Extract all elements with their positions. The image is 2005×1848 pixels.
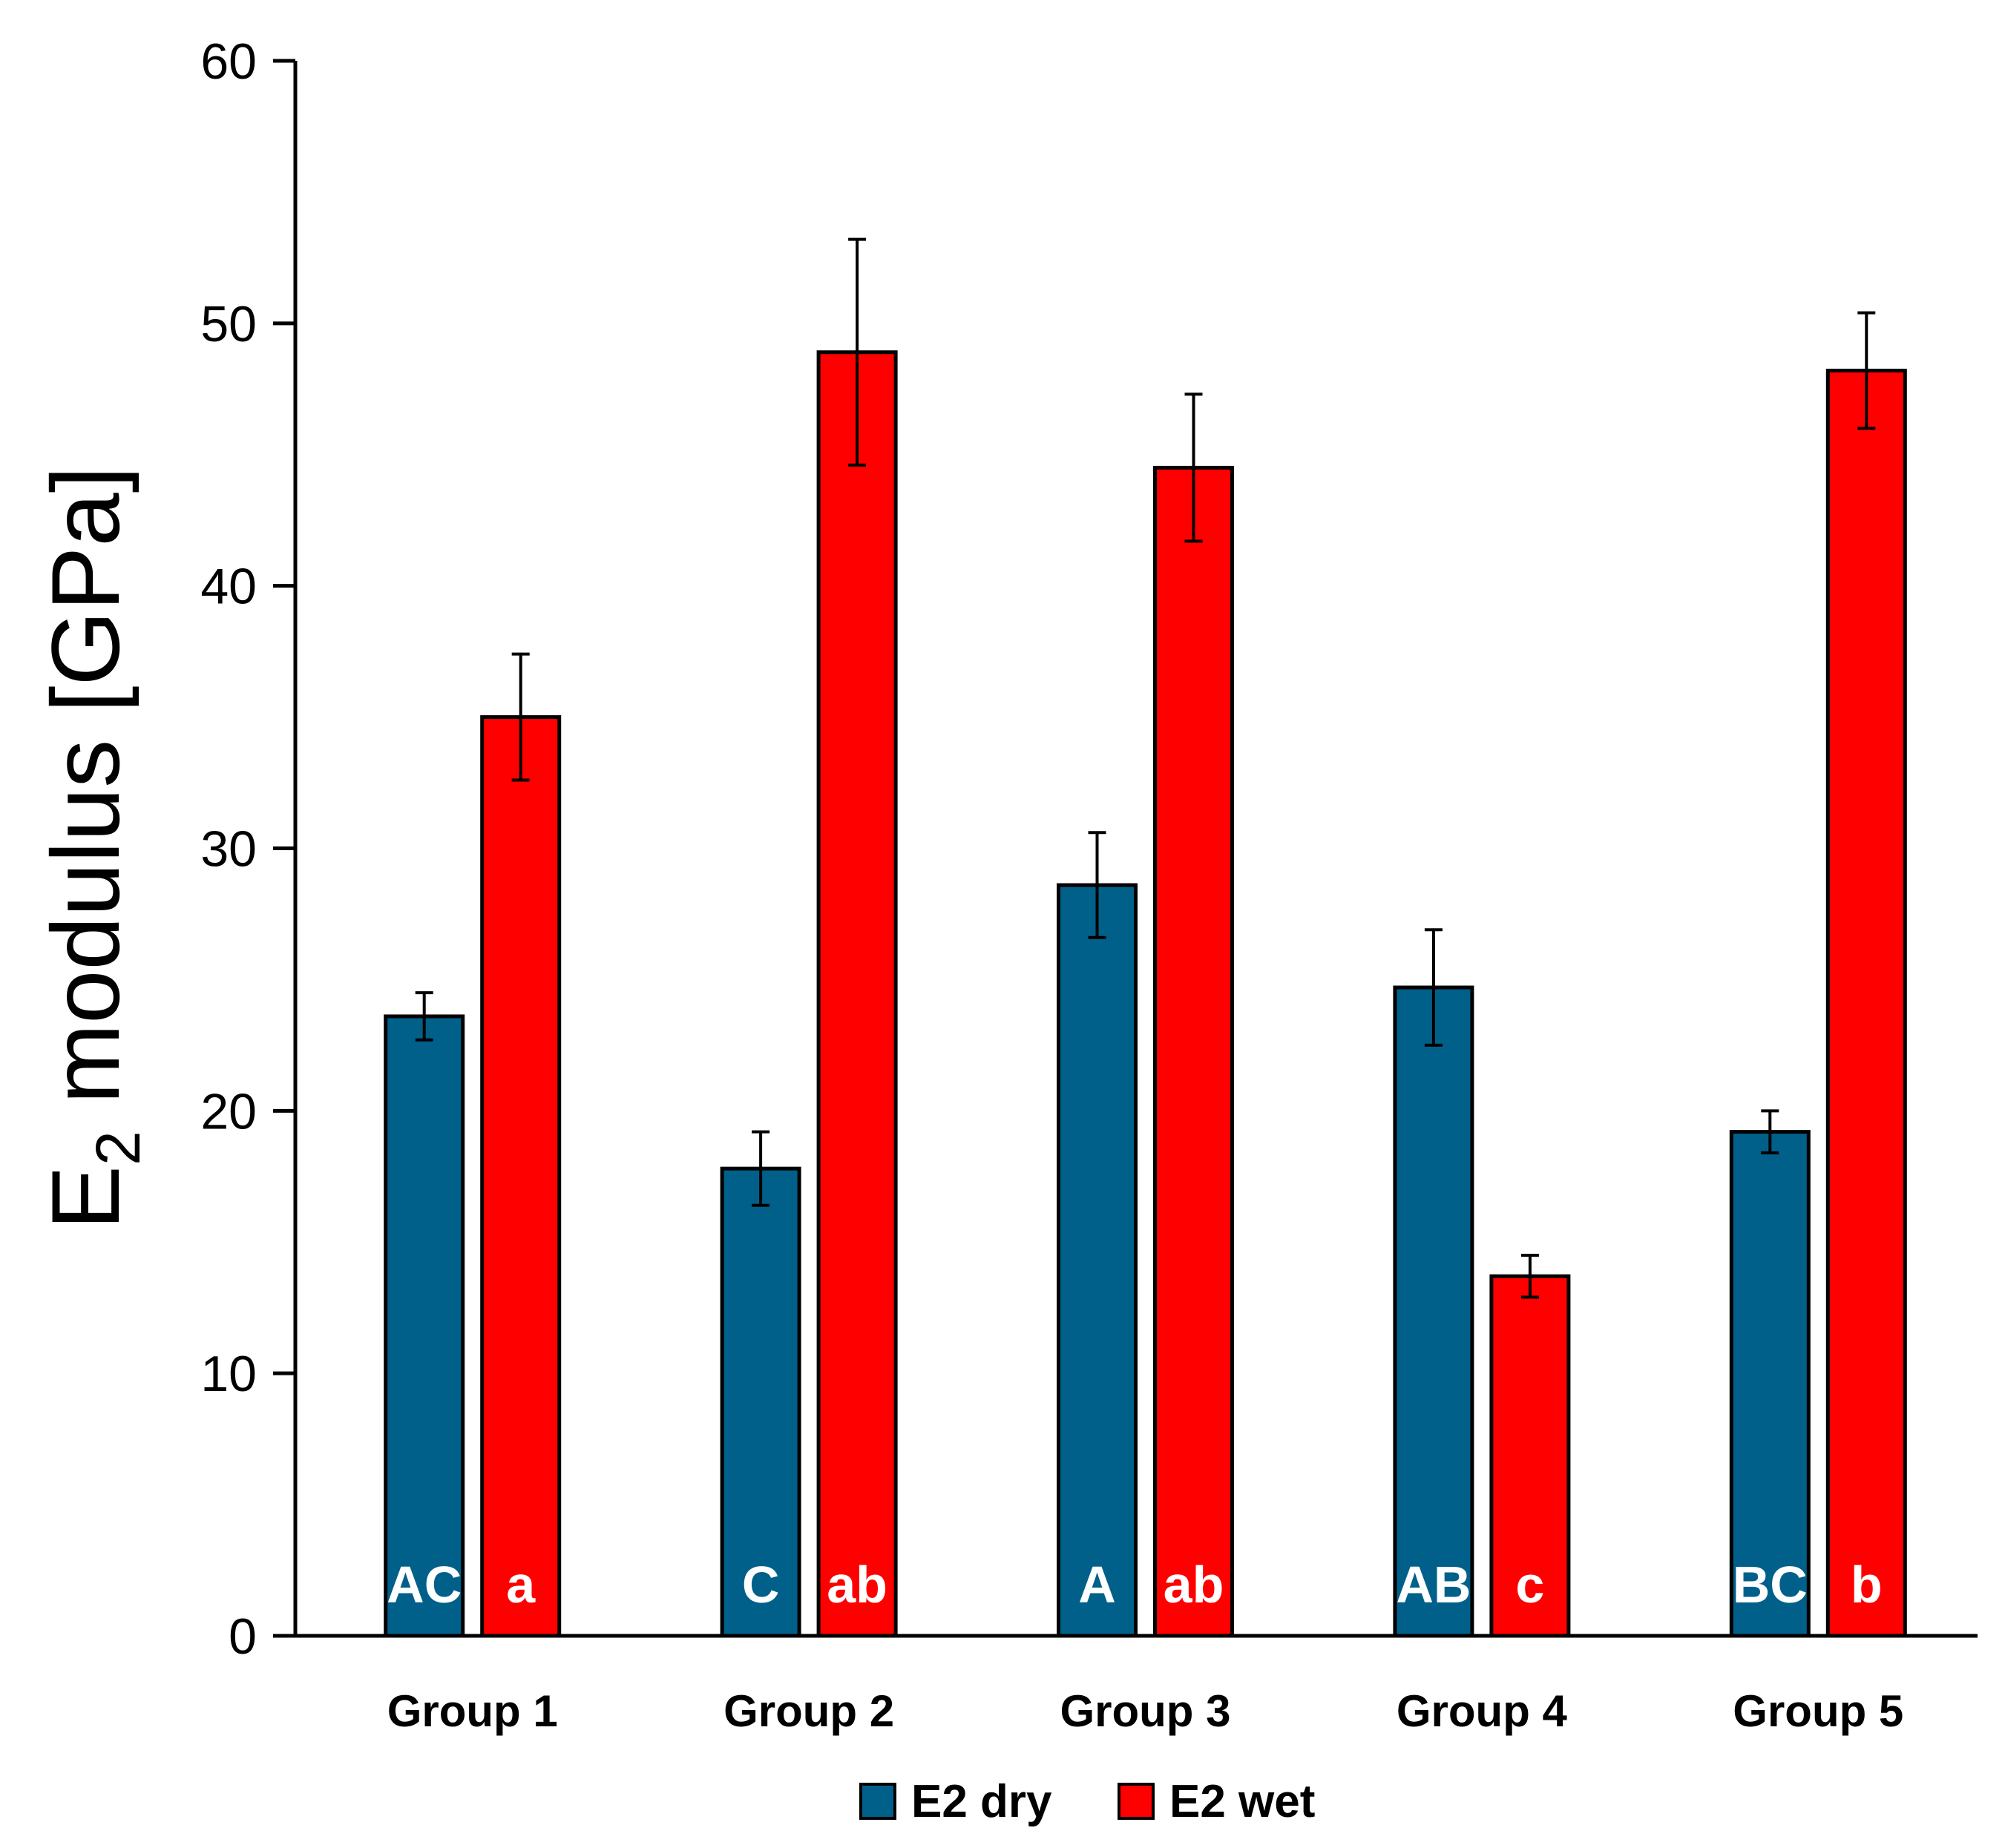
bar-group-wet: a: [480, 652, 562, 1638]
bar-group-dry: A: [1057, 831, 1138, 1638]
y-tick-label: 10: [200, 1346, 257, 1402]
significance-letter: ab: [827, 1556, 887, 1614]
bar-group-dry: BC: [1729, 1109, 1811, 1638]
bar: [480, 715, 562, 1638]
bar: [816, 350, 898, 1638]
significance-letter: AB: [1396, 1556, 1471, 1614]
bar: [1825, 369, 1907, 1638]
bar: [1057, 883, 1138, 1638]
significance-letter: C: [742, 1556, 780, 1614]
y-tick-label: 20: [200, 1083, 257, 1140]
y-axis-title: E2 modulus [GPa]: [31, 466, 153, 1229]
legend-swatch: [859, 1783, 896, 1820]
bar: [1489, 1274, 1571, 1638]
y-tick-label: 0: [229, 1608, 257, 1665]
category-label: Group 3: [1060, 1686, 1230, 1736]
legend-item-wet: E2 wet: [1118, 1776, 1315, 1827]
bar-group-wet: ab: [816, 237, 898, 1638]
legend-label: E2 wet: [1169, 1776, 1315, 1827]
legend-item-dry: E2 dry: [859, 1776, 1052, 1827]
significance-letter: BC: [1733, 1556, 1808, 1614]
category-label: Group 2: [723, 1686, 894, 1736]
significance-letter: ab: [1164, 1556, 1224, 1614]
y-axis-title-subscript: 2: [83, 1131, 153, 1165]
y-axis-title-rest: modulus [GPa]: [31, 466, 140, 1131]
legend-swatch: [1118, 1783, 1155, 1820]
bar: [1729, 1130, 1811, 1638]
bar: [720, 1166, 801, 1638]
legend: E2 dry E2 wet: [859, 1776, 1315, 1827]
bar: [384, 1014, 465, 1638]
bar-group-dry: C: [720, 1130, 801, 1638]
significance-letter: a: [506, 1556, 536, 1614]
y-ticks: 0 10 20 30 40 50 60: [200, 33, 295, 1665]
y-axis-title-main: E: [31, 1165, 140, 1230]
legend-label: E2 dry: [911, 1776, 1052, 1827]
category-label: Group 5: [1733, 1686, 1903, 1736]
y-tick-label: 50: [200, 296, 257, 352]
significance-letter: AC: [387, 1556, 462, 1614]
bar: [1153, 465, 1234, 1638]
category-label: Group 1: [387, 1686, 558, 1736]
significance-letter: b: [1851, 1556, 1883, 1614]
bar-group-wet: b: [1825, 311, 1907, 1638]
significance-letter: A: [1078, 1556, 1116, 1614]
axes: 0 10 20 30 40 50 60: [200, 33, 1978, 1665]
bar-group-dry: AB: [1393, 928, 1474, 1638]
significance-letter: c: [1515, 1556, 1544, 1614]
category-label: Group 4: [1397, 1686, 1568, 1736]
y-tick-label: 30: [200, 821, 257, 878]
bar-group-wet: ab: [1153, 392, 1234, 1638]
bar: [1393, 985, 1474, 1638]
bar-group-dry: AC: [384, 991, 465, 1638]
y-tick-label: 40: [200, 559, 257, 615]
bar-group-wet: c: [1489, 1253, 1571, 1638]
y-tick-label: 60: [200, 33, 257, 90]
category-labels: Group 1 Group 2 Group 3 Group 4 Group 5: [387, 1686, 1904, 1736]
